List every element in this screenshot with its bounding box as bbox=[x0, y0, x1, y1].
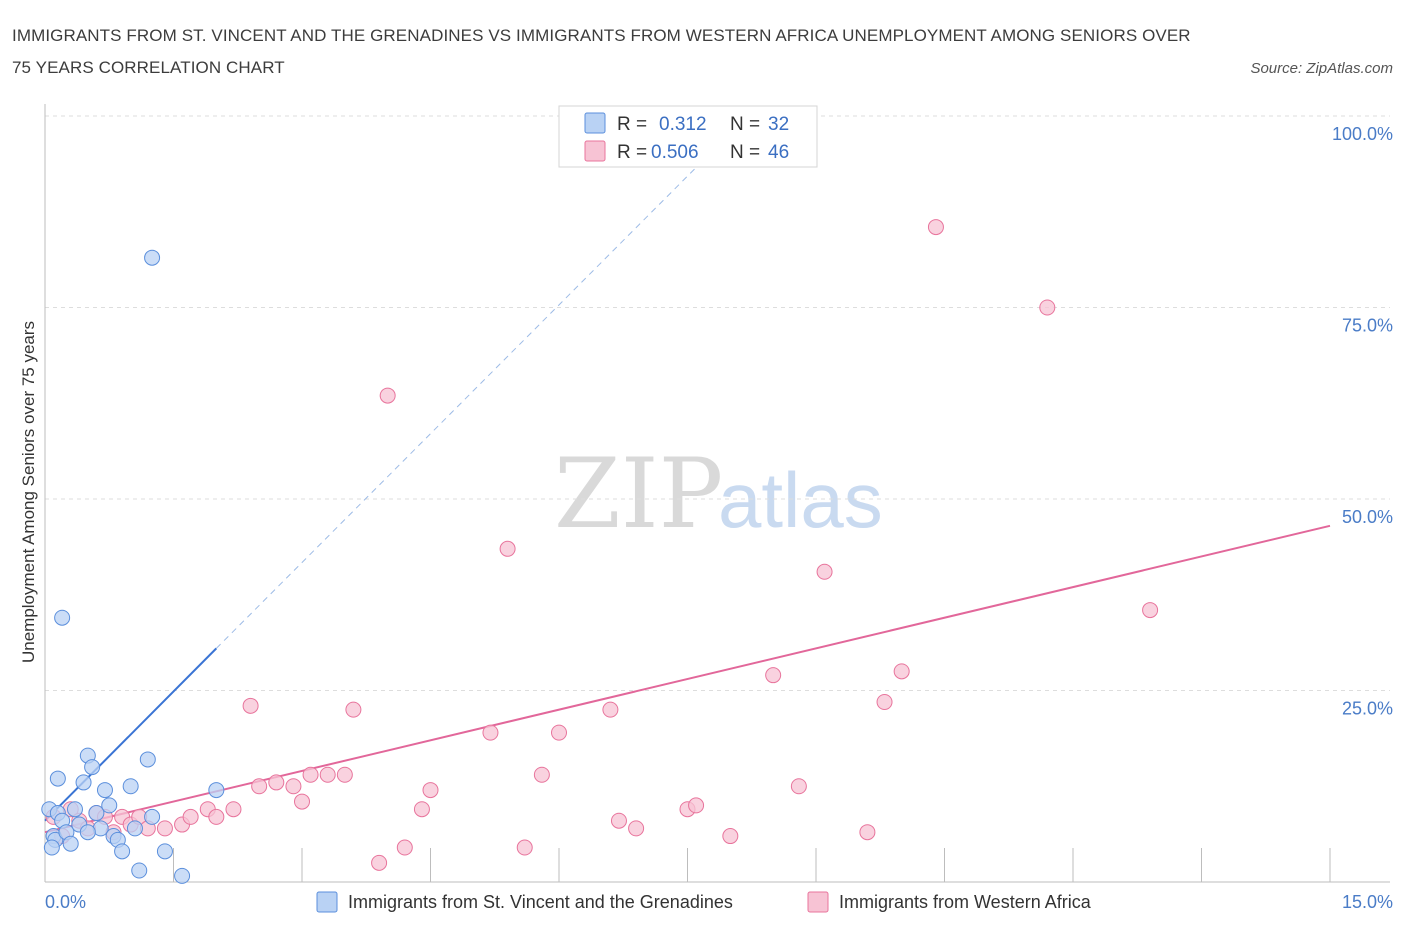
point-blue bbox=[79, 824, 96, 841]
point-blue bbox=[96, 782, 113, 799]
point-blue bbox=[49, 770, 66, 787]
point-blue bbox=[208, 782, 225, 799]
point-pink bbox=[225, 801, 242, 818]
point-pink bbox=[533, 766, 550, 783]
point-blue bbox=[54, 609, 71, 626]
y-tick-label: 50.0% bbox=[1342, 507, 1393, 527]
point-pink bbox=[790, 778, 807, 795]
point-pink bbox=[893, 663, 910, 680]
point-pink bbox=[422, 782, 439, 799]
point-pink bbox=[927, 219, 944, 236]
point-pink bbox=[722, 828, 739, 845]
point-blue bbox=[144, 249, 161, 266]
trend-line-blue-extension bbox=[215, 115, 748, 649]
series-legend: Immigrants from St. Vincent and the Gren… bbox=[316, 891, 1092, 913]
y-axis-label: Unemployment Among Seniors over 75 years bbox=[19, 321, 38, 663]
point-pink bbox=[816, 563, 833, 580]
legend-r-label-pink: R = bbox=[617, 142, 647, 163]
tick-labels: 25.0% 50.0% 75.0% 100.0% 0.0% 15.0% bbox=[45, 124, 1393, 912]
point-pink bbox=[1142, 602, 1159, 619]
point-blue bbox=[131, 862, 148, 879]
point-pink bbox=[302, 766, 319, 783]
point-blue bbox=[114, 843, 131, 860]
trend-line-blue bbox=[44, 647, 218, 822]
point-blue bbox=[84, 759, 101, 776]
axes bbox=[44, 104, 1390, 883]
point-blue bbox=[156, 843, 173, 860]
stats-legend: R = 0.312 N = 32 R = 0.506 N = 46 bbox=[558, 105, 818, 168]
point-pink bbox=[319, 766, 336, 783]
point-pink bbox=[688, 797, 705, 814]
x-tick-label-max: 15.0% bbox=[1342, 892, 1393, 912]
legend-swatch-blue bbox=[584, 112, 606, 134]
point-blue bbox=[66, 801, 83, 818]
legend-r-label-blue: R = bbox=[617, 114, 647, 135]
data-points bbox=[41, 219, 1159, 884]
point-pink bbox=[551, 724, 567, 741]
y-tick-label: 100.0% bbox=[1332, 124, 1393, 144]
point-blue bbox=[126, 820, 143, 837]
point-blue bbox=[174, 867, 191, 884]
series-legend-swatch-blue bbox=[316, 891, 338, 913]
series-legend-swatch-pink bbox=[807, 891, 829, 913]
point-blue bbox=[101, 797, 118, 814]
point-pink bbox=[371, 854, 388, 871]
point-blue bbox=[88, 805, 105, 822]
point-pink bbox=[859, 824, 876, 841]
point-pink bbox=[876, 693, 893, 710]
point-pink bbox=[156, 820, 173, 837]
point-pink bbox=[285, 778, 302, 795]
y-tick-label: 75.0% bbox=[1342, 316, 1393, 336]
legend-n-value-pink: 46 bbox=[768, 142, 789, 163]
source-label: Source: ZipAtlas.com bbox=[1250, 60, 1393, 77]
point-blue bbox=[139, 751, 156, 768]
point-pink bbox=[610, 812, 627, 829]
grid-lines bbox=[45, 115, 1390, 691]
point-pink bbox=[482, 724, 499, 741]
point-pink bbox=[251, 778, 268, 795]
watermark-atlas: atlas bbox=[718, 456, 883, 544]
point-pink bbox=[336, 766, 353, 783]
point-pink bbox=[499, 540, 516, 557]
legend-n-label-pink: N = bbox=[730, 142, 760, 163]
point-pink bbox=[1039, 299, 1056, 316]
x-tick-label-min: 0.0% bbox=[45, 892, 86, 912]
point-pink bbox=[379, 387, 396, 404]
point-blue bbox=[75, 774, 92, 791]
point-blue bbox=[144, 808, 161, 825]
legend-swatch-pink bbox=[584, 140, 606, 162]
point-pink bbox=[268, 774, 285, 791]
point-pink bbox=[345, 701, 362, 718]
y-tick-label: 25.0% bbox=[1342, 699, 1393, 719]
point-pink bbox=[765, 667, 782, 684]
point-blue bbox=[43, 839, 60, 856]
point-pink bbox=[628, 820, 645, 837]
legend-r-value-pink: 0.506 bbox=[651, 142, 699, 163]
point-blue bbox=[122, 778, 139, 795]
point-pink bbox=[413, 801, 430, 818]
legend-n-value-blue: 32 bbox=[768, 114, 789, 135]
legend-n-label-blue: N = bbox=[730, 114, 760, 135]
point-pink bbox=[294, 793, 310, 810]
series-legend-label-pink: Immigrants from Western Africa bbox=[839, 892, 1092, 912]
point-blue bbox=[62, 835, 79, 852]
trend-line-pink bbox=[44, 524, 1331, 834]
point-pink bbox=[516, 839, 533, 856]
chart-title: IMMIGRANTS FROM ST. VINCENT AND THE GREN… bbox=[12, 26, 1191, 77]
point-pink bbox=[242, 697, 259, 714]
watermark-zip: ZIP bbox=[554, 438, 723, 550]
series-legend-label-blue: Immigrants from St. Vincent and the Gren… bbox=[348, 892, 733, 912]
point-pink bbox=[602, 701, 619, 718]
legend-r-value-blue: 0.312 bbox=[659, 114, 707, 135]
point-pink bbox=[182, 808, 199, 825]
point-pink bbox=[208, 808, 225, 825]
point-pink bbox=[396, 839, 413, 856]
